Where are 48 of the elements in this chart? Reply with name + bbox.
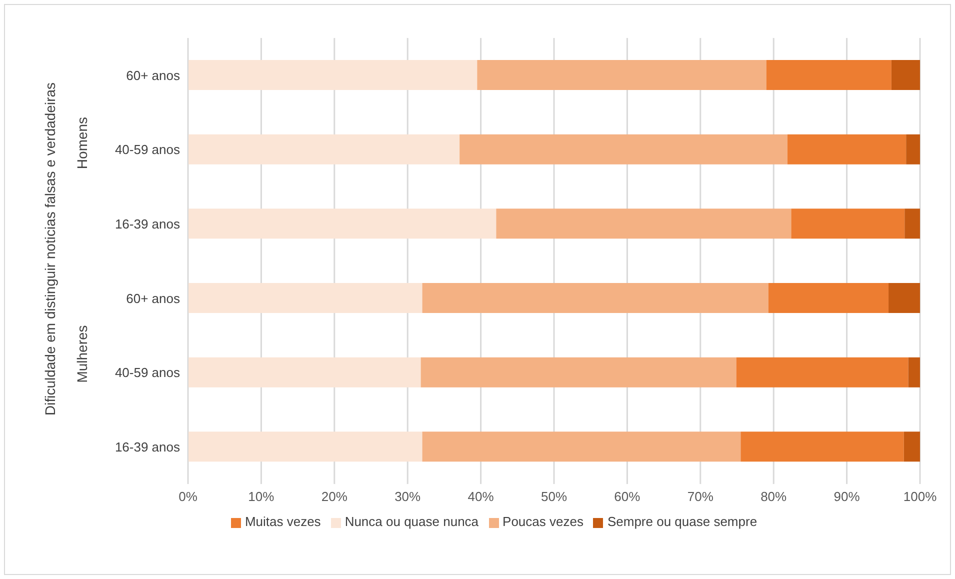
- bar: [740, 432, 904, 462]
- x-tick-label: 10%: [248, 489, 275, 504]
- y-tick-label: 40-59 anos: [114, 365, 180, 380]
- bar: [188, 134, 460, 164]
- x-tick-label: 50%: [540, 489, 568, 504]
- x-tick-label: 80%: [760, 489, 788, 504]
- y-tick-label: 40-59 anos: [114, 142, 180, 158]
- bar: [766, 60, 892, 90]
- x-tick-label: 100%: [903, 489, 938, 504]
- x-tick-label: 70%: [687, 489, 714, 504]
- bar: [188, 208, 496, 239]
- text: Mulheres: [74, 324, 90, 383]
- legend-label: Muitas vezes: [244, 514, 321, 529]
- bar: [460, 134, 788, 164]
- x-tick-label: 30%: [394, 489, 422, 504]
- bar: [477, 60, 766, 90]
- y-axis-title: Dificuldade em distinguir noticias falsas e verdadeiras: [42, 82, 58, 416]
- legend-label: Nunca ou quase nunca: [344, 514, 479, 529]
- bar: [420, 357, 736, 388]
- bar: [906, 134, 920, 164]
- x-tick-label: 60%: [614, 489, 641, 504]
- y-tick-label: 60+ anos: [126, 68, 180, 83]
- bar: [736, 357, 908, 388]
- bar: [888, 283, 920, 313]
- bar: [422, 283, 768, 313]
- x-tick-label: 0%: [178, 489, 198, 504]
- bar: [422, 432, 741, 462]
- bar: [188, 283, 422, 313]
- bar: [908, 357, 920, 388]
- x-tick-label: 90%: [834, 489, 860, 504]
- legend-label: Poucas vezes: [502, 514, 584, 529]
- bar: [904, 432, 920, 462]
- text: Homens: [74, 117, 90, 170]
- bar: [188, 432, 422, 462]
- bar: [188, 60, 478, 90]
- bar: [791, 208, 905, 239]
- bar: [768, 283, 889, 313]
- bar: [188, 357, 421, 388]
- x-tick-label: 40%: [468, 489, 494, 504]
- y-tick-label: 16-39 anos: [114, 439, 180, 454]
- x-tick-label: 20%: [321, 489, 348, 504]
- bar: [496, 208, 792, 239]
- legend-label: Sempre ou quase sempre: [607, 514, 758, 529]
- y-tick-label: 16-39 anos: [114, 216, 180, 232]
- y-tick-label: 60+ anos: [126, 290, 180, 306]
- bar: [904, 208, 920, 239]
- bar: [891, 60, 920, 90]
- bar: [788, 134, 906, 164]
